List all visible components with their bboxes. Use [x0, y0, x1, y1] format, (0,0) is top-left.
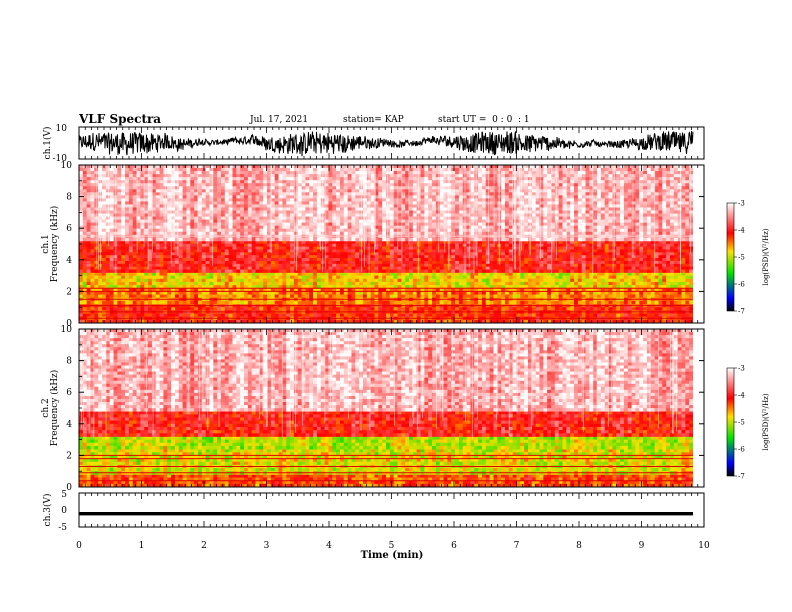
- colorbar-tick-label: -7: [738, 473, 745, 481]
- freq-tick-label: 6: [66, 388, 72, 398]
- freq-tick-label: 0: [66, 483, 72, 493]
- chart-title: VLF Spectra: [79, 112, 162, 126]
- x-axis: 0 1 2 3 4 5 6 7 8 9 10: [76, 541, 710, 551]
- spectrogram-band: [79, 411, 694, 437]
- ch1-spectrogram-panel: 0 2 4 6 8 10 ch.1 Frequency (kHz): [41, 161, 705, 329]
- station-label: station= KAP: [343, 115, 404, 125]
- ch3-ytick-top: 5: [61, 490, 67, 500]
- ch3-ytick-bottom: -5: [58, 523, 67, 533]
- x-tick-label: 6: [451, 541, 457, 551]
- ch1-yticks: 0 2 4 6 8 10: [61, 161, 704, 329]
- ch1-spec-label: ch.1: [41, 234, 51, 253]
- x-tick-label: 9: [639, 541, 645, 551]
- colorbar-tick-label: -5: [738, 254, 745, 262]
- x-tick-label: 1: [139, 541, 145, 551]
- ch1-waveform-line: [78, 130, 694, 157]
- colorbar-ch1-ticks: -3 -4 -5 -6 -7: [734, 200, 745, 316]
- freq-tick-label: 2: [66, 451, 72, 461]
- ch2-yticks: 0 2 4 6 8 10: [61, 325, 704, 493]
- spectrogram-band: [79, 436, 694, 450]
- ch1-ytick-top: 10: [56, 124, 68, 134]
- x-tick-label: 3: [264, 541, 270, 551]
- colorbar-ch2-ticks: -3 -4 -5 -6 -7: [734, 365, 745, 481]
- ch1-spectrogram: [79, 165, 704, 324]
- spectrogram-band: [79, 240, 694, 273]
- x-axis-label: Time (min): [361, 550, 424, 561]
- ch1-waveform-ylabel: ch.1(V): [42, 127, 53, 160]
- ch2-spec-label: ch.2: [41, 398, 51, 417]
- ch3-waveform-ylabel: ch.3(V): [42, 494, 53, 527]
- freq-tick-label: 10: [61, 325, 73, 335]
- ch1-ytick-bottom: -10: [53, 154, 68, 164]
- ch3-waveform-series: [79, 512, 693, 516]
- x-tick-label: 8: [576, 541, 582, 551]
- ch1-waveform-series: [78, 130, 694, 157]
- colorbar-tick-label: -3: [738, 365, 745, 373]
- freq-tick-label: 2: [66, 287, 72, 297]
- spectrogram-band: [79, 449, 694, 475]
- colorbar-tick-label: -7: [738, 308, 745, 316]
- colorbar-tick-label: -4: [738, 392, 745, 400]
- x-tick-label: 5: [389, 541, 395, 551]
- freq-tick-label: 4: [66, 256, 72, 266]
- colorbar-tick-label: -4: [738, 227, 745, 235]
- ch1-freq-label: Frequency (kHz): [49, 206, 60, 283]
- colorbar-ch1-label: log(PSD)(V²/Hz): [762, 228, 770, 285]
- colorbar-ch2-label: log(PSD)(V²/Hz): [762, 393, 770, 450]
- spectrogram-band: [79, 272, 694, 289]
- colorbar-tick-label: -3: [738, 200, 745, 208]
- colorbar-tick-label: -6: [738, 446, 745, 454]
- colorbar-ch1: -3 -4 -5 -6 -7 log(PSD)(V²/Hz): [726, 200, 770, 316]
- colorbar-ch2-scale: [726, 367, 735, 477]
- colorbar-tick-label: -5: [738, 419, 745, 427]
- colorbar-ch1-scale: [726, 202, 735, 312]
- x-tick-label: 7: [514, 541, 520, 551]
- ch3-ytick-mid: 0: [61, 506, 67, 516]
- colorbar-ch2: -3 -4 -5 -6 -7 log(PSD)(V²/Hz): [726, 365, 770, 481]
- colorbar-tick-label: -6: [738, 281, 745, 289]
- freq-tick-label: 4: [66, 420, 72, 430]
- freq-tick-label: 0: [66, 319, 72, 329]
- x-tick-label: 10: [698, 541, 710, 551]
- spectrogram-band: [79, 304, 694, 324]
- frame-ticks: [78, 127, 705, 527]
- spectrogram-band: [79, 474, 694, 488]
- freq-tick-label: 8: [66, 193, 72, 203]
- ch2-spectrogram: [79, 329, 704, 488]
- ch2-freq-label: Frequency (kHz): [49, 370, 60, 447]
- spectrogram-band: [79, 288, 694, 305]
- x-tick-label: 0: [76, 541, 82, 551]
- date-label: Jul. 17, 2021: [250, 115, 309, 125]
- x-tick-label: 4: [326, 541, 332, 551]
- freq-tick-label: 10: [61, 161, 73, 171]
- x-tick-label: 2: [201, 541, 207, 551]
- freq-tick-label: 8: [66, 357, 72, 367]
- freq-tick-label: 6: [66, 224, 72, 234]
- spectrogram-band: [79, 329, 694, 412]
- ch2-spectrogram-panel: 0 2 4 6 8 10 ch.2 Frequency (kHz): [41, 325, 705, 493]
- start-ut-label: start UT = 0 : 0 : 1: [438, 115, 530, 125]
